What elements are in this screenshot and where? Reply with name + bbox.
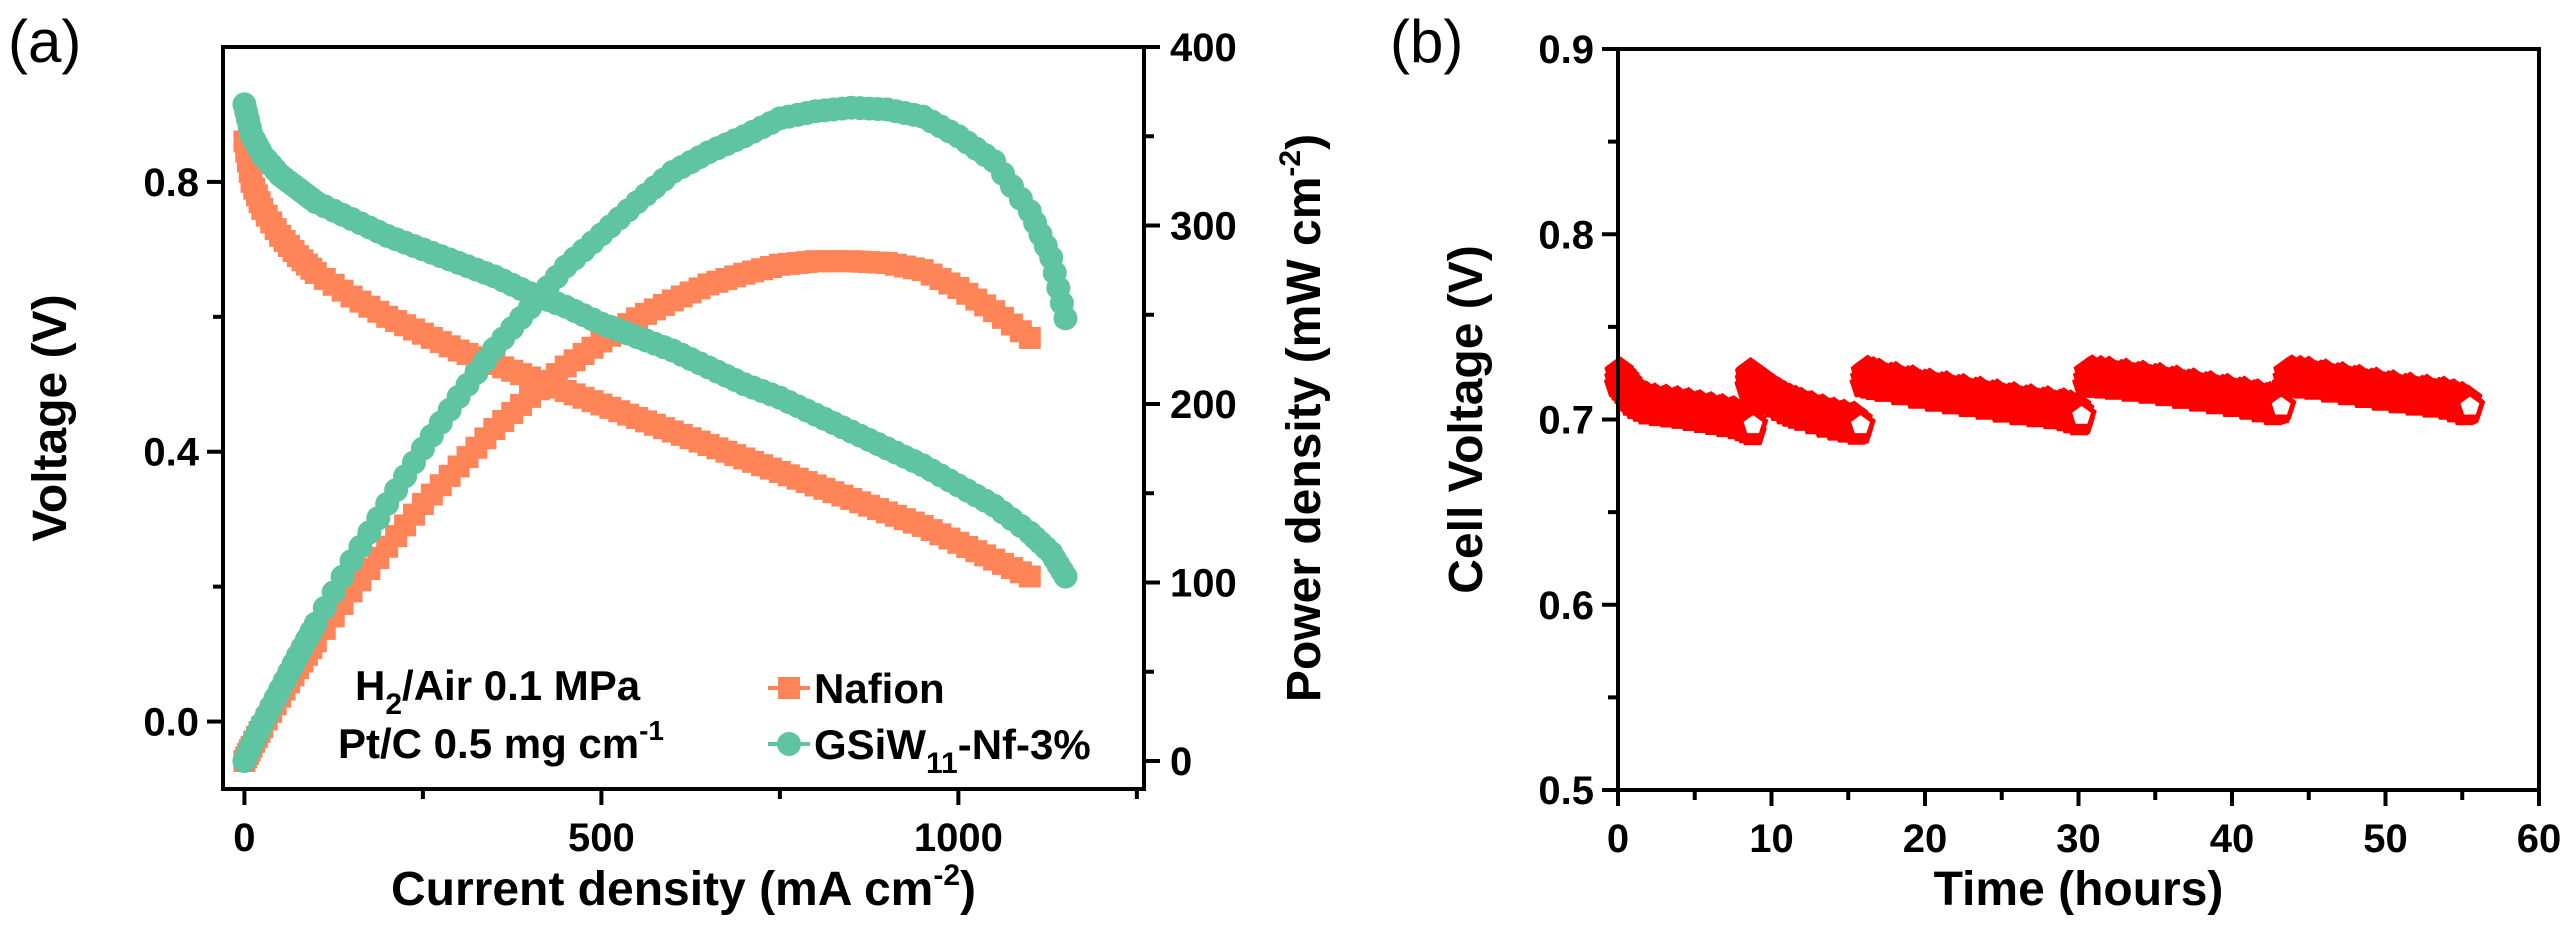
legend-item-nafion: Nafion xyxy=(768,665,945,712)
x-tick-label: 40 xyxy=(2210,817,2255,861)
voltage-segment xyxy=(1603,356,1769,446)
legend-label-nafion: Nafion xyxy=(814,665,945,712)
panel-b-x-axis-title: Time (hours) xyxy=(1934,863,2224,916)
panel-a-y2-axis-title: Power density (mW cm-2) xyxy=(1274,134,1331,702)
panel-a-label: (a) xyxy=(8,8,81,75)
legend-marker-circle xyxy=(777,732,801,756)
power-point xyxy=(1053,306,1078,331)
legend-item-gsiw: GSiW11-Nf-3% xyxy=(768,721,1091,780)
voltage-point-last xyxy=(2454,390,2486,420)
panel-a-conditions-annotation: H2/Air 0.1 MPa Pt/C 0.5 mg cm-1 xyxy=(338,662,664,767)
y-tick-label: 0.4 xyxy=(143,431,199,475)
voltage-point-last xyxy=(1845,409,1876,439)
panel-b-plot-area xyxy=(1603,354,2486,446)
x-tick-label: 1000 xyxy=(914,816,1003,860)
y-tick-label: 0.8 xyxy=(1538,213,1594,257)
panel-a-y-axis-title: Voltage (V) xyxy=(24,294,77,541)
polarization-point xyxy=(1018,565,1041,588)
legend-marker-square xyxy=(778,677,800,699)
y2-tick-label: 200 xyxy=(1170,383,1237,427)
voltage-point-last xyxy=(2066,399,2097,429)
panel-a-x-axis-title-end: ) xyxy=(960,863,976,916)
legend-label-gsiw-sub: 11 xyxy=(926,747,958,780)
y2-tick-label: 0 xyxy=(1170,740,1192,784)
voltage-segment xyxy=(2271,354,2486,426)
y2-tick-label: 100 xyxy=(1170,562,1237,606)
panel-b-ticks: 0 10 20 30 40 50 60 0.5 0.6 0.7 0.8 0.9 xyxy=(1538,28,2561,861)
x-tick-label: 0 xyxy=(233,816,255,860)
voltage-point-last xyxy=(1737,409,1769,439)
y-tick-label: 0.7 xyxy=(1538,399,1594,443)
panel-a-y2-axis-title-end: ) xyxy=(1278,134,1331,150)
panel-a-axes-frame xyxy=(221,45,1146,791)
legend-label-gsiw-rest: -Nf-3% xyxy=(958,721,1091,768)
legend-label-gsiw: GSiW11-Nf-3% xyxy=(814,721,1091,780)
y2-tick-label: 400 xyxy=(1170,26,1237,70)
x-tick-label: 500 xyxy=(568,816,635,860)
panel-b-y-axis-title: Cell Voltage (V) xyxy=(1440,245,1493,594)
voltage-point-last xyxy=(2265,390,2297,420)
y2-tick-label: 300 xyxy=(1170,205,1237,249)
panel-a-y2-axis-title-main: Power density (mW cm xyxy=(1278,177,1331,702)
annotation-gas-sub: 2 xyxy=(385,688,402,721)
legend-label-gsiw-main: GSiW xyxy=(814,721,926,768)
power-point xyxy=(1018,326,1041,349)
y-tick-label: 0.9 xyxy=(1538,28,1594,72)
panel-b: (b) 0 10 20 30 40 50 60 0.5 0.6 0.7 0.8 0.9 Cell Vo… xyxy=(1390,8,2561,916)
voltage-segment xyxy=(2072,354,2297,426)
annotation-loading-main: Pt/C 0.5 mg cm xyxy=(338,720,639,767)
panel-a-x-axis-title-main: Current density (mA cm xyxy=(391,863,933,916)
panel-a-legend: Nafion GSiW11-Nf-3% xyxy=(768,665,1091,780)
y-tick-label: 0.8 xyxy=(143,161,199,205)
panel-a-x-axis-title-sup: -2 xyxy=(933,859,960,892)
annotation-gas-rest: /Air 0.1 MPa xyxy=(402,662,641,709)
polarization-point xyxy=(1053,564,1078,589)
x-tick-label: 60 xyxy=(2517,817,2562,861)
annotation-gas-main: H xyxy=(355,662,385,709)
panel-a-plot-area xyxy=(232,92,1078,773)
annotation-gas: H2/Air 0.1 MPa xyxy=(355,662,641,721)
x-tick-label: 0 xyxy=(1607,817,1629,861)
annotation-loading: Pt/C 0.5 mg cm-1 xyxy=(338,715,664,767)
y-tick-label: 0.0 xyxy=(143,701,199,745)
panel-b-label: (b) xyxy=(1390,8,1463,75)
voltage-segment xyxy=(1734,357,1876,445)
panel-a-x-axis-title: Current density (mA cm-2) xyxy=(391,859,976,916)
x-tick-label: 20 xyxy=(1903,817,1948,861)
x-tick-label: 50 xyxy=(2363,817,2408,861)
annotation-loading-sup: -1 xyxy=(639,715,664,746)
y-tick-label: 0.5 xyxy=(1538,769,1594,813)
panel-a: (a) 0 500 1000 0.0 0.4 0.8 0 100 200 300 400 Volta… xyxy=(8,8,1331,916)
panel-a-y2-axis-title-sup: -2 xyxy=(1274,150,1307,177)
voltage-segment xyxy=(1849,354,2097,436)
panel-a-ticks: 0 500 1000 0.0 0.4 0.8 0 100 200 300 400 xyxy=(143,26,1236,860)
y-tick-label: 0.6 xyxy=(1538,584,1594,628)
x-tick-label: 10 xyxy=(1749,817,1794,861)
x-tick-label: 30 xyxy=(2056,817,2101,861)
series-gsiw xyxy=(232,92,1078,773)
